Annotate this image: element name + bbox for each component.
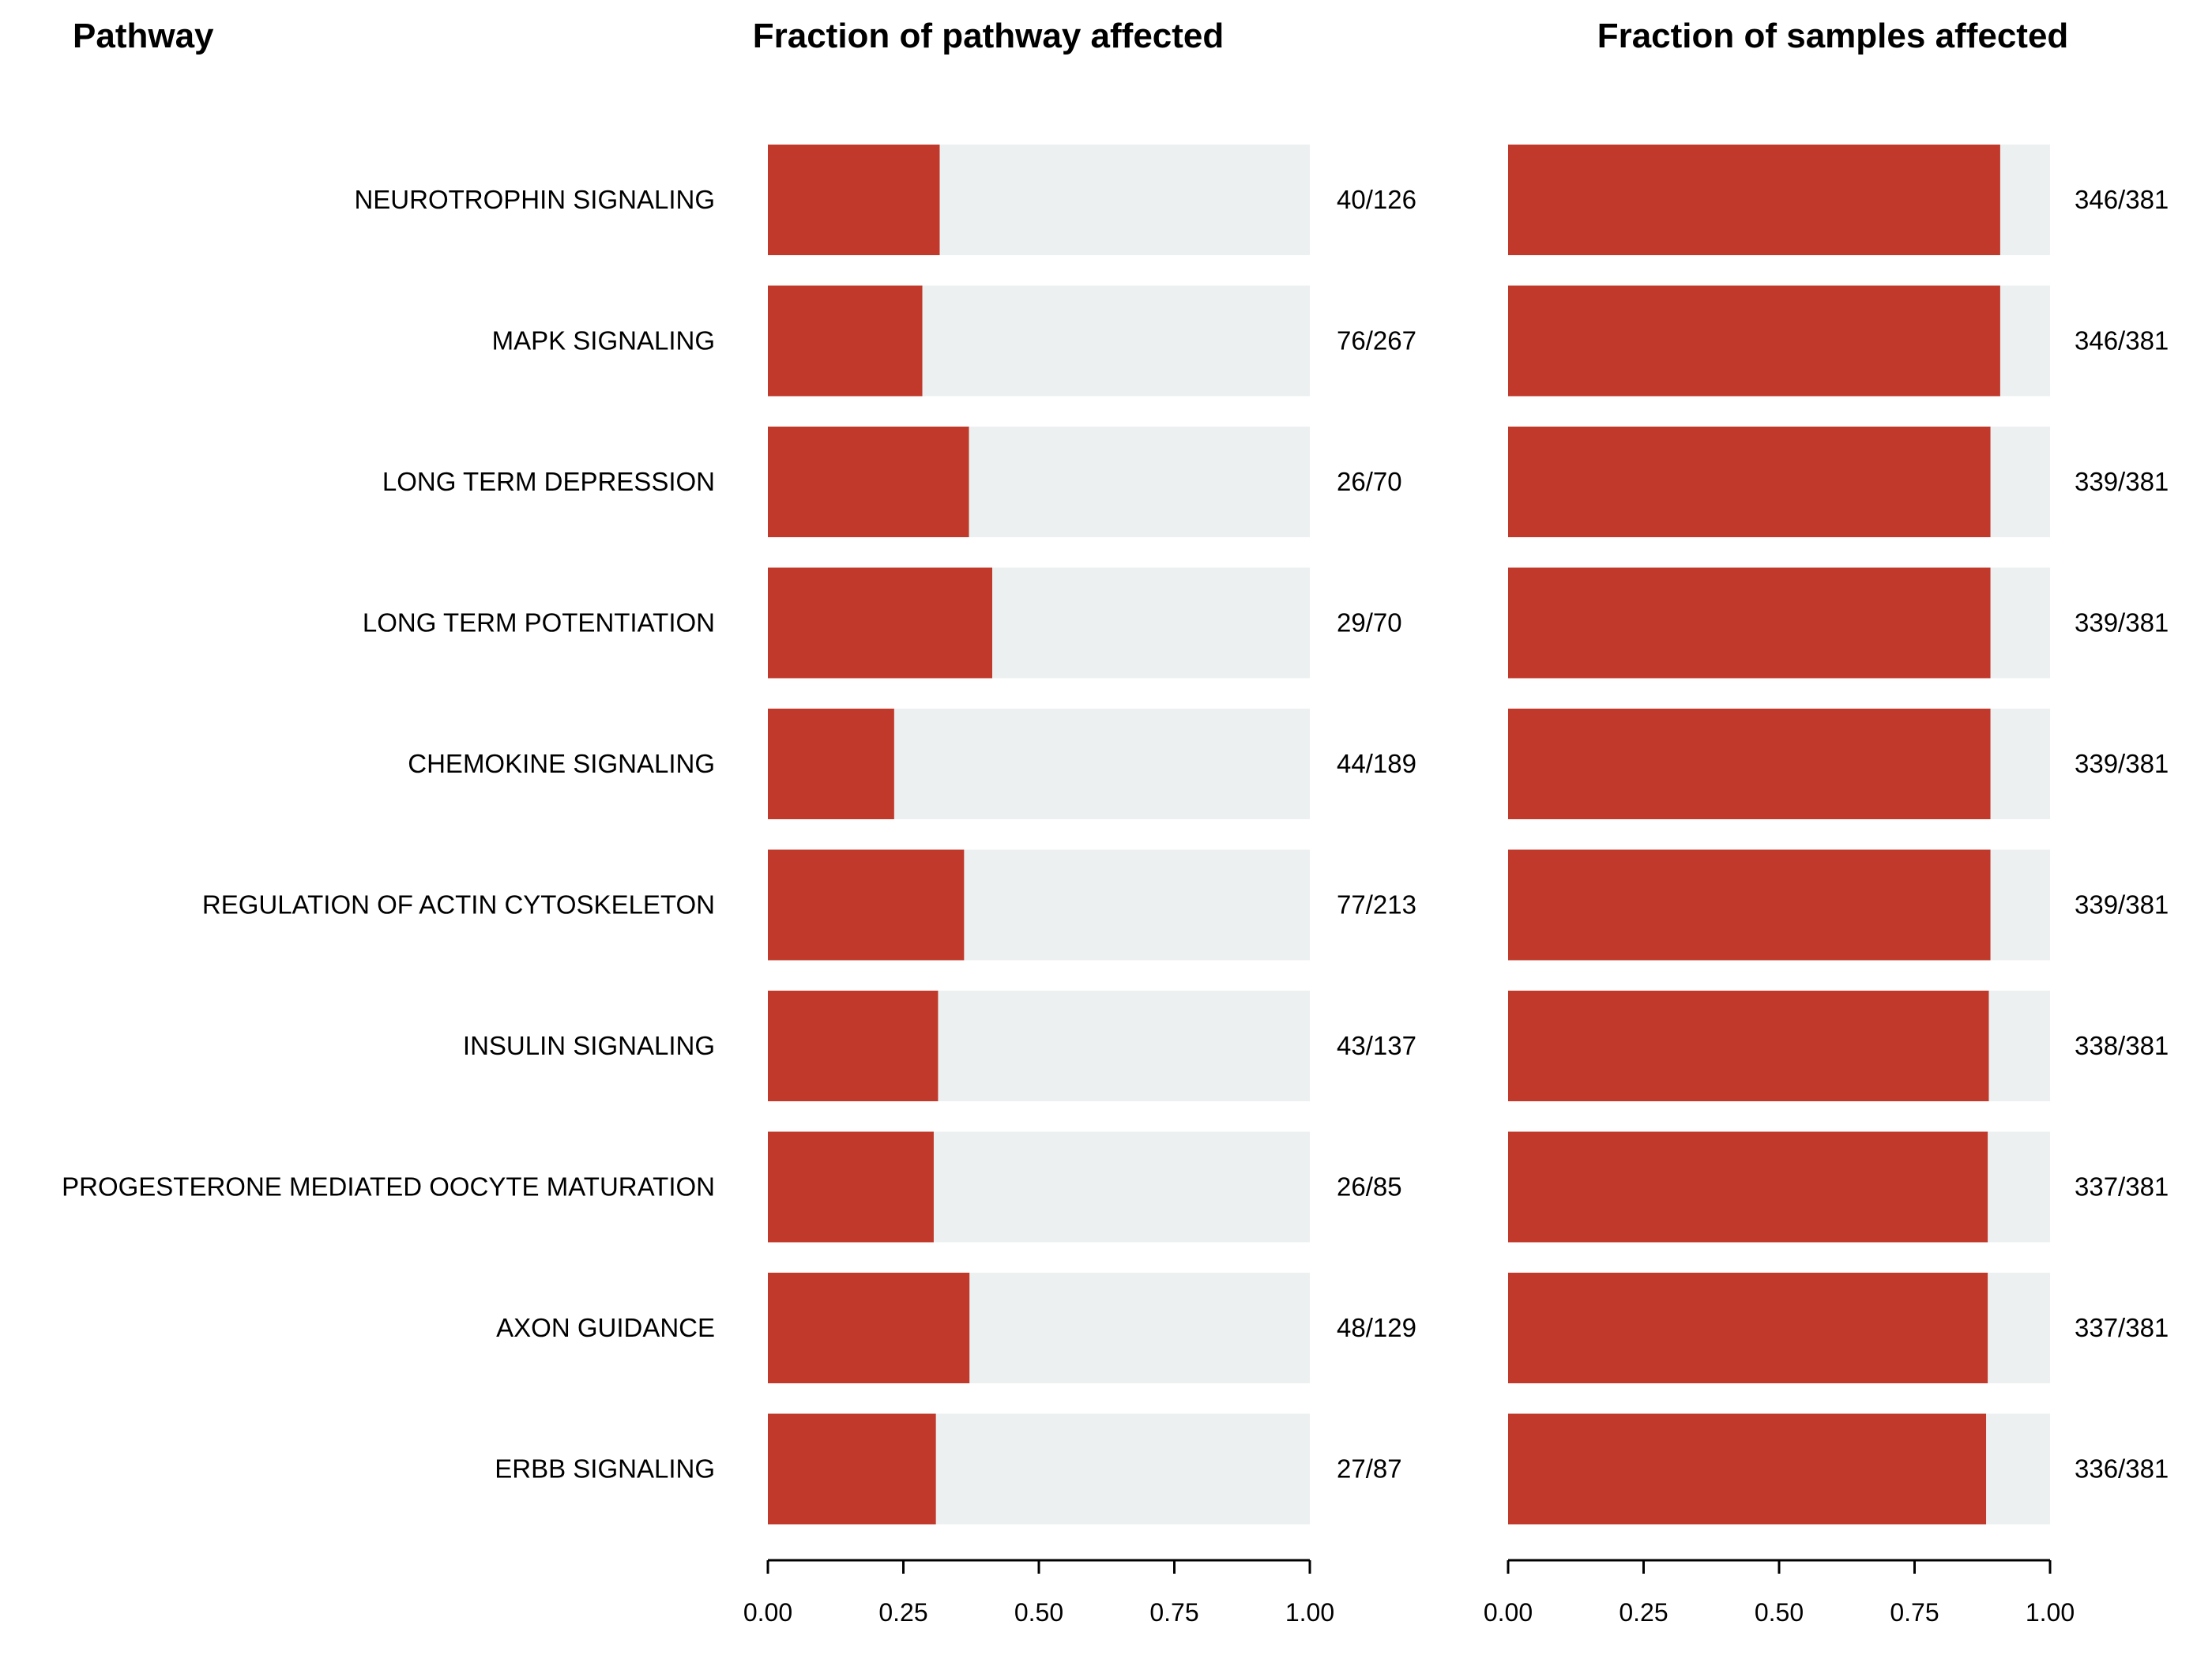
fraction-pathway-header: Fraction of pathway affected [753, 17, 1224, 55]
samples-count-label: 339/381 [2075, 467, 2169, 496]
samples-count-label: 346/381 [2075, 185, 2169, 214]
samples-x-tick-label: 0.75 [1890, 1598, 1939, 1627]
pathway-label: LONG TERM DEPRESSION [382, 467, 715, 496]
samples-bar [1508, 285, 2000, 397]
pathway-count-label: 43/137 [1337, 1031, 1416, 1060]
samples-count-label: 337/381 [2075, 1313, 2169, 1342]
pathway-x-tick-label: 0.25 [878, 1598, 927, 1627]
pathway-label: PROGESTERONE MEDIATED OOCYTE MATURATION [62, 1172, 715, 1202]
samples-bar [1508, 1413, 1987, 1525]
pathway-label: INSULIN SIGNALING [463, 1031, 715, 1060]
pathway-count-label: 44/189 [1337, 749, 1416, 778]
pathway-label: ERBB SIGNALING [495, 1454, 715, 1484]
samples-bar [1508, 991, 1989, 1101]
pathway-count-label: 27/87 [1337, 1454, 1402, 1484]
pathway-count-label: 77/213 [1337, 890, 1416, 920]
samples-count-label: 336/381 [2075, 1454, 2169, 1484]
pathway-bar [768, 849, 965, 961]
pathway-count-label: 40/126 [1337, 185, 1416, 214]
samples-x-tick-label: 0.25 [1619, 1598, 1668, 1627]
pathway-bar [768, 285, 923, 397]
pathway-x-tick-label: 0.00 [743, 1598, 792, 1627]
pathway-bar [768, 991, 939, 1101]
pathway-count-label: 76/267 [1337, 326, 1416, 356]
samples-x-tick-label: 0.50 [1755, 1598, 1804, 1627]
fraction-samples-header: Fraction of samples affected [1597, 17, 2069, 55]
pathway-bar [768, 709, 894, 819]
samples-bar [1508, 849, 1991, 961]
samples-x-tick-label: 0.00 [1484, 1598, 1533, 1627]
samples-x-tick-label: 1.00 [2026, 1598, 2075, 1627]
samples-bar [1508, 567, 1991, 679]
pathway-label: AXON GUIDANCE [496, 1313, 715, 1342]
samples-count-label: 346/381 [2075, 326, 2169, 356]
plot-layer: NEUROTROPHIN SIGNALING MAPK SIGNALING LONG… [62, 145, 2169, 1627]
pathway-bar [768, 1131, 934, 1243]
pathway-count-label: 29/70 [1337, 608, 1402, 638]
pathway-count-label: 26/70 [1337, 467, 1402, 496]
pathway-count-label: 26/85 [1337, 1172, 1402, 1202]
pathway-bar [768, 427, 969, 537]
pathway-x-tick-label: 0.75 [1149, 1598, 1198, 1627]
pathway-label: NEUROTROPHIN SIGNALING [354, 185, 715, 214]
pathway-bar [768, 145, 940, 255]
samples-count-label: 337/381 [2075, 1172, 2169, 1202]
pathway-label: REGULATION OF ACTIN CYTOSKELETON [202, 890, 715, 920]
pathway-count-label: 48/129 [1337, 1313, 1416, 1342]
pathway-bar [768, 567, 993, 679]
pathway-label: CHEMOKINE SIGNALING [408, 749, 715, 778]
samples-bar [1508, 1273, 1988, 1383]
samples-count-label: 339/381 [2075, 890, 2169, 920]
samples-bar [1508, 1131, 1988, 1243]
samples-count-label: 339/381 [2075, 608, 2169, 638]
samples-count-label: 339/381 [2075, 749, 2169, 778]
pathway-column-header: Pathway [73, 17, 214, 55]
pathway-bar [768, 1273, 970, 1383]
pathway-label: MAPK SIGNALING [492, 326, 715, 356]
pathway-x-tick-label: 0.50 [1014, 1598, 1063, 1627]
samples-count-label: 338/381 [2075, 1031, 2169, 1060]
pathway-x-tick-label: 1.00 [1285, 1598, 1334, 1627]
samples-bar [1508, 145, 2000, 255]
pathway-label: LONG TERM POTENTIATION [363, 608, 715, 638]
samples-bar [1508, 709, 1991, 819]
pathway-bar [768, 1413, 936, 1525]
samples-bar [1508, 427, 1991, 537]
